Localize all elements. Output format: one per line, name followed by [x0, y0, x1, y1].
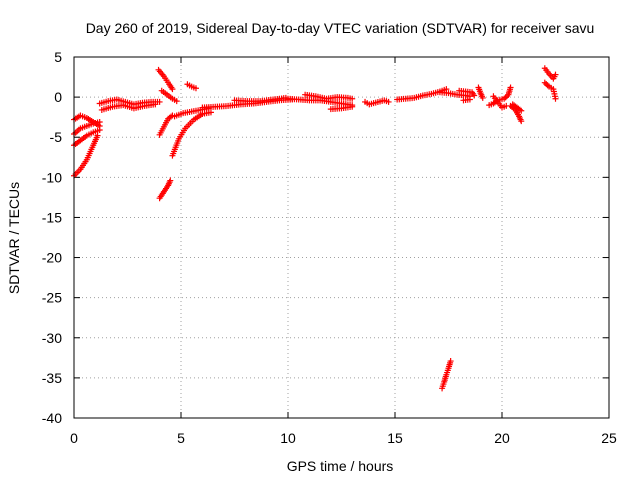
data-point — [96, 127, 103, 134]
data-point — [349, 103, 356, 110]
data-point — [156, 98, 163, 105]
data-point — [169, 86, 176, 93]
data-point — [507, 84, 514, 91]
x-tick-label: 10 — [280, 430, 296, 446]
data-point — [167, 177, 174, 184]
x-axis-label: GPS time / hours — [287, 458, 394, 474]
data-point — [152, 101, 159, 108]
y-axis-label: SDTVAR / TECUs — [6, 182, 22, 294]
data-point — [192, 85, 199, 92]
chart-title: Day 260 of 2019, Sidereal Day-to-day VTE… — [86, 20, 595, 36]
y-tick-label: -40 — [42, 410, 62, 426]
data-point — [173, 98, 180, 105]
y-tick-label: 5 — [54, 49, 62, 65]
x-tick-label: 25 — [601, 430, 617, 446]
y-tick-label: -10 — [42, 169, 62, 185]
y-tick-label: -5 — [50, 129, 63, 145]
data-point — [552, 71, 559, 78]
grid-lines — [74, 57, 609, 418]
x-tick-label: 15 — [387, 430, 403, 446]
x-tick-label: 20 — [494, 430, 510, 446]
data-point — [479, 94, 486, 101]
y-tick-label: -15 — [42, 209, 62, 225]
data-point — [96, 118, 103, 125]
data-point — [552, 95, 559, 102]
y-tick-label: -25 — [42, 290, 62, 306]
data-point — [518, 118, 525, 125]
data-points — [71, 65, 559, 392]
data-point — [94, 132, 101, 139]
data-point — [349, 95, 356, 102]
data-point — [471, 92, 478, 99]
data-point — [447, 358, 454, 365]
axis-ticks: 0 5 10 15 20 25 5 0 -5 -10 -15 -20 -25 -30 -35 -40 — [42, 49, 617, 446]
data-point — [207, 109, 214, 116]
y-tick-label: -35 — [42, 370, 62, 386]
x-tick-label: 5 — [177, 430, 185, 446]
y-tick-label: 0 — [54, 89, 62, 105]
y-tick-label: -30 — [42, 330, 62, 346]
plot-frame — [73, 56, 610, 419]
x-tick-label: 0 — [70, 430, 78, 446]
y-tick-label: -20 — [42, 250, 62, 266]
data-point — [385, 98, 392, 105]
data-point — [518, 107, 525, 114]
data-point — [466, 96, 473, 103]
